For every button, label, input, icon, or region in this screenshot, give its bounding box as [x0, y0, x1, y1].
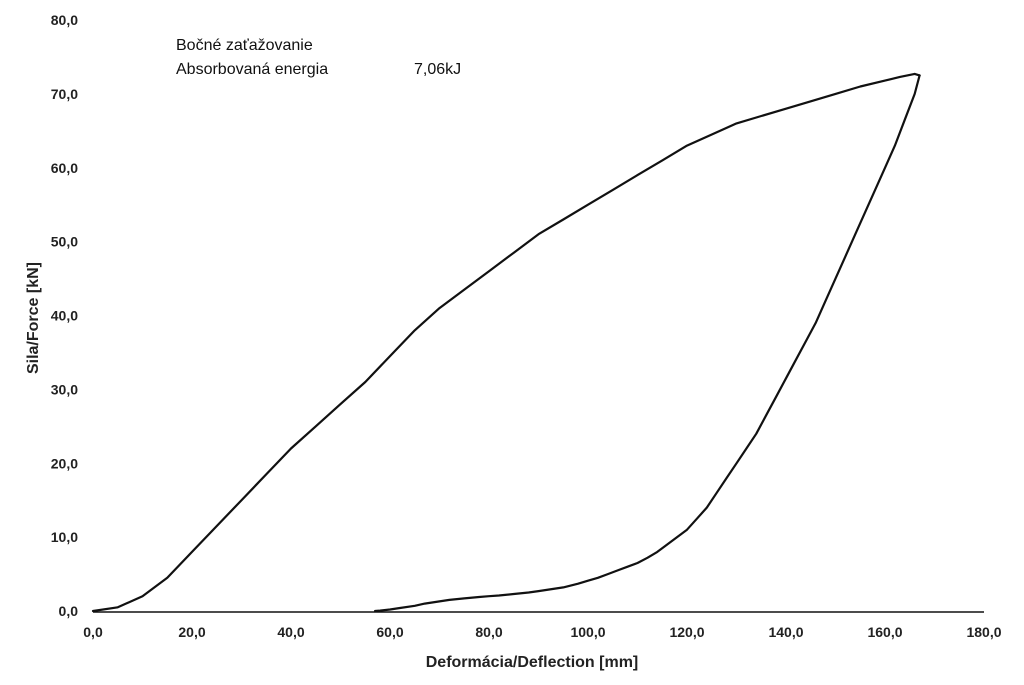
- y-tick-label: 50,0: [51, 234, 78, 250]
- annotation-energy-value: 7,06kJ: [414, 61, 461, 78]
- annotation-energy-label: Absorbovaná energia: [176, 61, 328, 78]
- x-tick-label: 120,0: [669, 624, 704, 640]
- x-tick-label: 20,0: [178, 624, 205, 640]
- x-tick-label: 160,0: [867, 624, 902, 640]
- y-tick-label: 0,0: [59, 603, 79, 619]
- annotation-title: Bočné zaťažovanie: [176, 37, 313, 54]
- x-tick-label: 100,0: [570, 624, 605, 640]
- y-tick-label: 80,0: [51, 12, 78, 28]
- y-axis-title: Sila/Force [kN]: [25, 262, 42, 374]
- y-tick-label: 30,0: [51, 381, 78, 397]
- x-tick-label: 140,0: [768, 624, 803, 640]
- x-axis: 0,0 20,0 40,0 60,0 80,0 100,0 120,0 140,0 160,0 1…: [83, 611, 1002, 640]
- x-tick-label: 180,0: [966, 624, 1001, 640]
- x-tick-label: 0,0: [83, 624, 103, 640]
- x-tick-label: 80,0: [475, 624, 502, 640]
- y-tick-label: 40,0: [51, 308, 78, 324]
- x-tick-label: 40,0: [277, 624, 304, 640]
- y-tick-label: 70,0: [51, 86, 78, 102]
- y-axis: 0,0 10,0 20,0 30,0 40,0 50,0 60,0 70,0 80,0: [51, 12, 78, 619]
- y-tick-label: 20,0: [51, 455, 78, 471]
- y-tick-label: 10,0: [51, 529, 78, 545]
- series-group: [91, 72, 921, 613]
- series-line-unloading: [374, 74, 921, 613]
- series-line-loading: [91, 72, 921, 613]
- x-tick-label: 60,0: [376, 624, 403, 640]
- y-tick-label: 60,0: [51, 160, 78, 176]
- x-axis-title: Deformácia/Deflection [mm]: [426, 654, 639, 671]
